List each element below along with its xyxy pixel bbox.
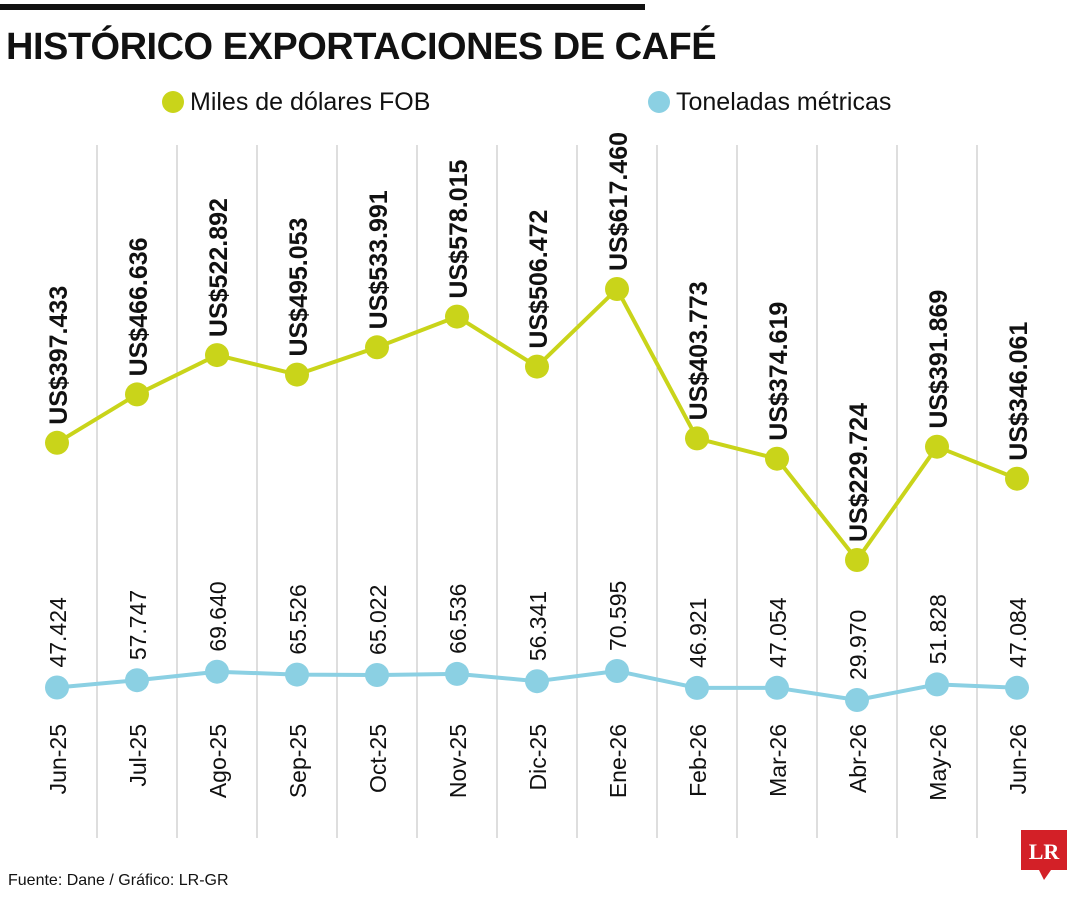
ton-data-label: 47.084	[1005, 597, 1031, 668]
x-tick-label: Jun-25	[45, 724, 71, 794]
ton-data-point	[205, 659, 229, 684]
logo-badge	[1021, 830, 1067, 880]
chart-title: HISTÓRICO EXPORTACIONES DE CAFÉ	[6, 26, 717, 68]
ton-data-label: 46.921	[685, 598, 711, 668]
x-tick-label: Feb-26	[685, 724, 711, 797]
ton-data-point	[1005, 675, 1029, 700]
x-tick-label: May-26	[925, 724, 951, 801]
fob-data-label: US$522.892	[205, 198, 233, 337]
fob-data-point	[205, 343, 229, 368]
x-tick-label: Sep-25	[285, 724, 311, 798]
fob-data-label: US$578.015	[445, 159, 473, 298]
ton-data-label: 66.536	[445, 584, 471, 654]
legend-label-ton: Toneladas métricas	[676, 87, 892, 116]
x-tick-label: Ene-26	[605, 724, 631, 798]
ton-data-point	[45, 675, 69, 700]
top-rule	[0, 4, 645, 10]
fob-data-label: US$397.433	[45, 286, 73, 425]
legend-label-fob: Miles de dólares FOB	[190, 87, 431, 116]
ton-data-label: 57.747	[125, 590, 151, 660]
fob-data-label: US$391.869	[925, 290, 953, 429]
fob-data-label: US$617.460	[605, 132, 633, 271]
logo-text: LR	[1029, 839, 1061, 864]
ton-data-label: 69.640	[205, 581, 231, 651]
fob-data-point	[525, 354, 549, 379]
ton-data-point	[365, 663, 389, 687]
fob-data-point	[765, 446, 789, 471]
fob-data-point	[365, 335, 389, 360]
source-note: Fuente: Dane / Gráfico: LR-GR	[8, 872, 229, 889]
fob-data-point	[445, 304, 469, 329]
series-ton: 47.424 57.747 69.640 65.526 65.022 66.536 56.3…	[45, 581, 1031, 712]
lr-logo: LR	[1021, 830, 1067, 880]
fob-data-label: US$466.636	[125, 237, 153, 376]
legend-marker-ton	[648, 91, 670, 113]
ton-data-point	[125, 668, 149, 693]
ton-data-point	[445, 661, 469, 686]
fob-data-label: US$229.724	[845, 403, 873, 542]
fob-data-label: US$506.472	[525, 210, 553, 349]
ton-data-label: 56.341	[525, 591, 551, 661]
legend-item-fob: Miles de dólares FOB	[162, 86, 430, 118]
ton-data-label: 47.054	[765, 597, 791, 668]
fob-data-point	[285, 362, 309, 387]
ton-data-label: 47.424	[45, 597, 71, 668]
fob-data-point	[925, 434, 949, 459]
ton-data-label: 29.970	[845, 610, 871, 680]
fob-data-point	[125, 382, 149, 407]
ton-data-point	[525, 669, 549, 694]
ton-data-point	[845, 688, 869, 712]
x-tick-label: Mar-26	[765, 724, 791, 797]
ton-data-point	[605, 659, 629, 683]
x-tick-label: Ago-25	[205, 724, 231, 798]
fob-data-label: US$374.619	[765, 302, 793, 441]
fob-data-point	[845, 548, 869, 572]
ton-data-point	[765, 675, 789, 700]
ton-data-label: 65.022	[365, 585, 391, 655]
fob-data-label: US$495.053	[285, 218, 313, 357]
x-tick-label: Abr-26	[845, 724, 871, 793]
fob-data-point	[605, 277, 629, 301]
series-fob: US$397.433 US$466.636 US$522.892 US$495.053…	[45, 132, 1033, 572]
x-axis-labels: Jun-25 Jul-25 Ago-25 Sep-25 Oct-25 Nov-25 Dic-…	[45, 724, 1031, 801]
fob-data-label: US$403.773	[685, 281, 713, 420]
fob-data-label: US$346.061	[1005, 322, 1033, 461]
x-tick-label: Dic-25	[525, 724, 551, 790]
ton-data-label: 51.828	[925, 594, 951, 664]
legend-marker-fob	[162, 91, 184, 113]
fob-data-label: US$533.991	[365, 190, 393, 329]
ton-data-label: 70.595	[605, 581, 631, 651]
x-tick-label: Jun-26	[1005, 724, 1031, 794]
ton-data-point	[685, 675, 709, 700]
grid-lines	[96, 145, 978, 838]
x-tick-label: Nov-25	[445, 724, 471, 798]
fob-data-point	[1005, 466, 1029, 491]
legend-item-ton: Toneladas métricas	[648, 86, 891, 118]
fob-data-point	[45, 430, 69, 455]
ton-data-label: 65.526	[285, 584, 311, 654]
ton-data-point	[285, 662, 309, 687]
fob-data-point	[685, 426, 709, 451]
ton-data-point	[925, 672, 949, 697]
x-tick-label: Oct-25	[365, 724, 391, 793]
x-tick-label: Jul-25	[125, 724, 151, 787]
